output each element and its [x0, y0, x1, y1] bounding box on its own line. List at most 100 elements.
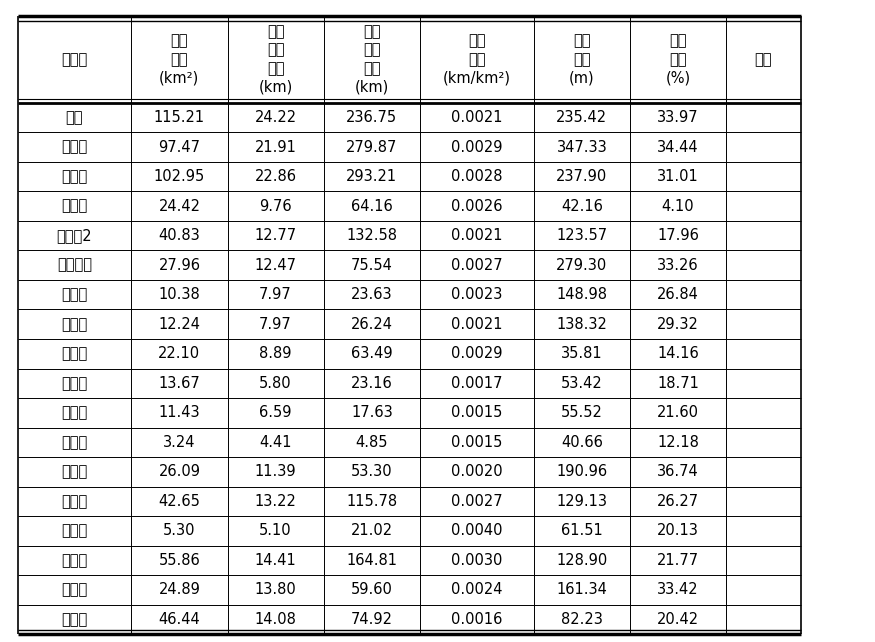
- Text: 0.0017: 0.0017: [452, 376, 502, 391]
- Text: 11.39: 11.39: [255, 464, 297, 480]
- Text: 59.60: 59.60: [351, 582, 393, 598]
- Text: 동화천: 동화천: [61, 139, 88, 155]
- Text: 190.96: 190.96: [556, 464, 607, 480]
- Text: 0.0015: 0.0015: [452, 435, 502, 450]
- Text: 평균
경사
(%): 평균 경사 (%): [666, 33, 690, 85]
- Text: 0.0029: 0.0029: [452, 139, 502, 155]
- Text: 279.87: 279.87: [346, 139, 397, 155]
- Text: 33.97: 33.97: [657, 110, 699, 125]
- Text: 남천: 남천: [66, 110, 83, 125]
- Text: 53.30: 53.30: [351, 464, 393, 480]
- Text: 달서천: 달서천: [61, 198, 88, 214]
- Text: 하촌천: 하촌천: [61, 405, 88, 421]
- Text: 팔거천: 팔거천: [61, 169, 88, 184]
- Text: 20.42: 20.42: [657, 612, 699, 627]
- Text: 24.22: 24.22: [255, 110, 297, 125]
- Text: 10.38: 10.38: [158, 287, 200, 302]
- Text: 75.54: 75.54: [351, 257, 393, 273]
- Text: 12.77: 12.77: [255, 228, 297, 243]
- Text: 115.21: 115.21: [154, 110, 205, 125]
- Text: 164.81: 164.81: [346, 553, 397, 568]
- Text: 235.42: 235.42: [556, 110, 607, 125]
- Text: 4.85: 4.85: [355, 435, 388, 450]
- Text: 61.51: 61.51: [561, 523, 603, 539]
- Text: 0.0021: 0.0021: [452, 228, 502, 243]
- Text: 0.0023: 0.0023: [452, 287, 502, 302]
- Text: 24.89: 24.89: [158, 582, 200, 598]
- Text: 21.02: 21.02: [351, 523, 393, 539]
- Text: 화포천: 화포천: [61, 553, 88, 568]
- Text: 0.0016: 0.0016: [452, 612, 502, 627]
- Text: 23.63: 23.63: [351, 287, 393, 302]
- Text: 하천
길이
총합
(km): 하천 길이 총합 (km): [354, 24, 389, 95]
- Text: 현지천: 현지천: [61, 435, 88, 450]
- Text: 0.0024: 0.0024: [452, 582, 502, 598]
- Text: 53.42: 53.42: [561, 376, 603, 391]
- Text: 0.0020: 0.0020: [452, 464, 502, 480]
- Text: 14.16: 14.16: [657, 346, 699, 361]
- Text: 칠원천: 칠원천: [61, 464, 88, 480]
- Text: 34.44: 34.44: [657, 139, 699, 155]
- Text: 293.21: 293.21: [346, 169, 397, 184]
- Text: 161.34: 161.34: [556, 582, 607, 598]
- Text: 5.30: 5.30: [163, 523, 196, 539]
- Text: 0.0027: 0.0027: [452, 257, 502, 273]
- Text: 35.81: 35.81: [561, 346, 603, 361]
- Text: 40.83: 40.83: [158, 228, 200, 243]
- Text: 26.84: 26.84: [657, 287, 699, 302]
- Text: 11.43: 11.43: [158, 405, 200, 421]
- Text: 0.0030: 0.0030: [452, 553, 502, 568]
- Text: 0.0040: 0.0040: [452, 523, 502, 539]
- Text: 237.90: 237.90: [556, 169, 607, 184]
- Text: 46.44: 46.44: [158, 612, 200, 627]
- Text: 33.42: 33.42: [657, 582, 699, 598]
- Text: 27.96: 27.96: [158, 257, 200, 273]
- Text: 26.09: 26.09: [158, 464, 200, 480]
- Text: 유역
면적
(km²): 유역 면적 (km²): [159, 33, 200, 85]
- Text: 17.63: 17.63: [351, 405, 393, 421]
- Text: 13.80: 13.80: [255, 582, 297, 598]
- Text: 8.89: 8.89: [259, 346, 292, 361]
- Text: 0.0027: 0.0027: [452, 494, 502, 509]
- Text: 평균
표고
(m): 평균 표고 (m): [569, 33, 595, 85]
- Text: 129.13: 129.13: [556, 494, 607, 509]
- Text: 36.74: 36.74: [657, 464, 699, 480]
- Text: 22.10: 22.10: [158, 346, 200, 361]
- Text: 지점명: 지점명: [61, 52, 88, 67]
- Text: 4.41: 4.41: [259, 435, 292, 450]
- Text: 비고: 비고: [754, 52, 773, 67]
- Text: 42.16: 42.16: [561, 198, 603, 214]
- Text: 74.92: 74.92: [351, 612, 393, 627]
- Text: 0.0029: 0.0029: [452, 346, 502, 361]
- Text: 33.26: 33.26: [657, 257, 699, 273]
- Text: 26.24: 26.24: [351, 317, 393, 332]
- Text: 115.78: 115.78: [346, 494, 397, 509]
- Text: 7.97: 7.97: [259, 317, 292, 332]
- Text: 31.01: 31.01: [657, 169, 699, 184]
- Text: 236.75: 236.75: [346, 110, 397, 125]
- Text: 본리천: 본리천: [61, 287, 88, 302]
- Text: 12.18: 12.18: [657, 435, 699, 450]
- Text: 20.13: 20.13: [657, 523, 699, 539]
- Text: 123.57: 123.57: [556, 228, 607, 243]
- Text: 64.16: 64.16: [351, 198, 393, 214]
- Text: 14.41: 14.41: [255, 553, 297, 568]
- Text: 55.52: 55.52: [561, 405, 603, 421]
- Text: 128.90: 128.90: [556, 553, 607, 568]
- Text: 초동천: 초동천: [61, 582, 88, 598]
- Text: 12.47: 12.47: [255, 257, 297, 273]
- Text: 6.59: 6.59: [259, 405, 292, 421]
- Text: 18.71: 18.71: [657, 376, 699, 391]
- Text: 가좌천: 가좌천: [61, 376, 88, 391]
- Text: 기세곡천: 기세곡천: [57, 257, 92, 273]
- Text: 최장
유로
연장
(km): 최장 유로 연장 (km): [258, 24, 293, 95]
- Text: 55.86: 55.86: [158, 553, 200, 568]
- Text: 하천
밀도
(km/km²): 하천 밀도 (km/km²): [443, 33, 511, 85]
- Text: 12.24: 12.24: [158, 317, 200, 332]
- Text: 21.91: 21.91: [255, 139, 297, 155]
- Text: 82.23: 82.23: [561, 612, 603, 627]
- Text: 3.24: 3.24: [163, 435, 196, 450]
- Text: 13.67: 13.67: [158, 376, 200, 391]
- Text: 뇌래천: 뇌래천: [61, 523, 88, 539]
- Text: 42.65: 42.65: [158, 494, 200, 509]
